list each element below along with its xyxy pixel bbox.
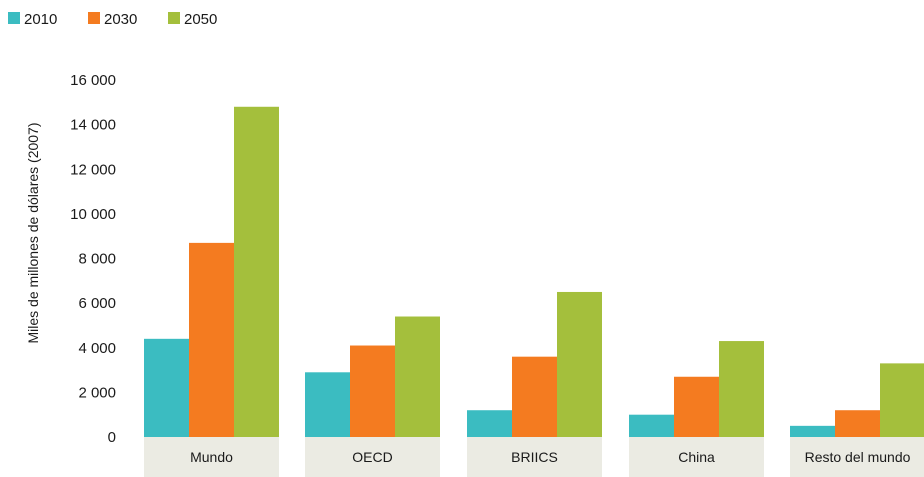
bar-2030-resto-del-mundo xyxy=(835,410,880,437)
y-tick-label: 8 000 xyxy=(78,251,116,268)
y-tick-label: 16 000 xyxy=(70,72,116,89)
category-bands xyxy=(144,437,924,477)
bar-2010-oecd xyxy=(305,372,350,437)
category-band xyxy=(305,437,440,477)
bar-2030-briics xyxy=(512,356,557,437)
legend-label-2010: 2010 xyxy=(24,11,57,28)
bar-2010-briics xyxy=(467,410,512,437)
y-tick-label: 6 000 xyxy=(78,295,116,312)
bar-2050-mundo xyxy=(234,106,279,438)
y-tick-label: 10 000 xyxy=(70,206,116,223)
category-label: OECD xyxy=(352,449,392,465)
bar-2030-oecd xyxy=(350,345,395,437)
y-tick-label: 14 000 xyxy=(70,117,116,134)
legend-label-2030: 2030 xyxy=(104,11,137,28)
bar-2010-resto-del-mundo xyxy=(790,425,835,437)
bar-2050-china xyxy=(719,341,764,437)
legend-swatch-2030 xyxy=(88,12,100,24)
category-band xyxy=(629,437,764,477)
legend-swatch-2010 xyxy=(8,12,20,24)
bar-2050-briics xyxy=(557,291,602,437)
bars xyxy=(144,106,924,438)
bar-2010-mundo xyxy=(144,338,189,437)
bar-2050-resto-del-mundo xyxy=(880,363,924,437)
y-tick-label: 0 xyxy=(108,429,116,446)
y-tick-label: 2 000 xyxy=(78,384,116,401)
legend-swatch-2050 xyxy=(168,12,180,24)
category-band xyxy=(144,437,279,477)
category-label: BRIICS xyxy=(511,449,558,465)
y-tick-label: 4 000 xyxy=(78,340,116,357)
category-label: China xyxy=(678,449,715,465)
bar-2050-oecd xyxy=(395,316,440,437)
category-label: Mundo xyxy=(190,449,233,465)
category-label: Resto del mundo xyxy=(805,449,911,465)
legend-label-2050: 2050 xyxy=(184,11,217,28)
y-axis-label: Miles de millones de dólares (2007) xyxy=(25,123,41,344)
legend: 2010 2030 2050 xyxy=(8,11,217,28)
category-band xyxy=(790,437,924,477)
category-band xyxy=(467,437,602,477)
bar-2010-china xyxy=(629,414,674,437)
y-axis-ticks: 0 2 000 4 000 6 000 8 000 10 000 12 000 14 000 1… xyxy=(70,72,116,446)
bar-2030-china xyxy=(674,376,719,437)
category-labels: Mundo OECD BRIICS China Resto del mundo xyxy=(190,449,911,465)
y-tick-label: 12 000 xyxy=(70,161,116,178)
bar-2030-mundo xyxy=(189,242,234,437)
